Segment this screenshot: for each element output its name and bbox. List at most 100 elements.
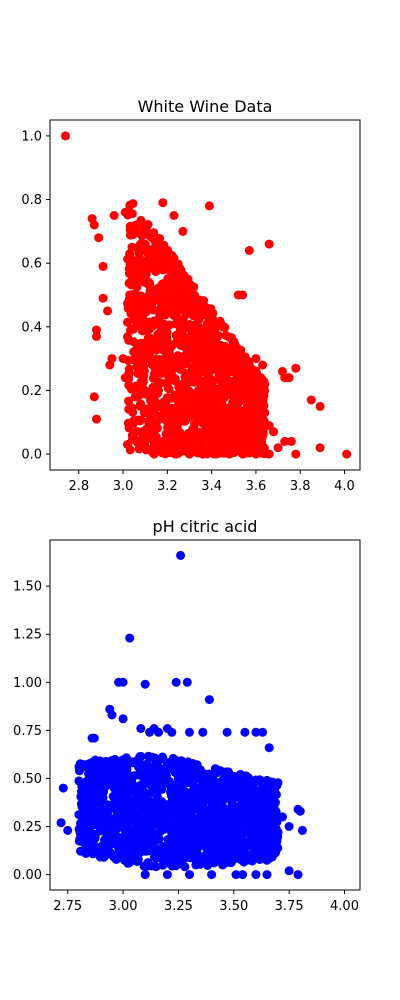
data-point bbox=[92, 798, 102, 808]
data-point bbox=[185, 810, 195, 820]
data-point bbox=[185, 727, 194, 737]
data-point bbox=[170, 376, 180, 386]
data-point bbox=[136, 835, 146, 845]
data-point bbox=[238, 449, 248, 459]
data-point bbox=[284, 373, 294, 383]
data-point bbox=[170, 819, 180, 829]
data-point bbox=[158, 401, 168, 411]
data-point bbox=[185, 870, 194, 880]
data-point bbox=[200, 434, 210, 444]
data-point bbox=[131, 797, 141, 807]
data-point bbox=[258, 360, 268, 370]
data-point bbox=[145, 796, 155, 806]
data-point bbox=[284, 822, 294, 831]
data-point bbox=[251, 413, 261, 423]
data-point bbox=[188, 836, 198, 846]
data-point bbox=[170, 291, 180, 301]
y-tick-label: 0.6 bbox=[21, 257, 42, 272]
data-point bbox=[167, 433, 177, 443]
data-point bbox=[79, 813, 89, 823]
data-point bbox=[174, 792, 184, 802]
data-point bbox=[177, 416, 187, 426]
data-point bbox=[291, 449, 301, 459]
x-tick-label: 3.6 bbox=[246, 479, 267, 494]
data-point bbox=[138, 220, 148, 230]
data-point bbox=[207, 376, 216, 386]
data-point bbox=[207, 870, 217, 880]
data-point bbox=[146, 396, 156, 406]
data-point bbox=[166, 366, 176, 376]
data-point bbox=[255, 822, 265, 831]
data-point bbox=[178, 226, 188, 236]
data-point bbox=[342, 449, 352, 459]
data-point bbox=[61, 131, 70, 141]
x-tick-label: 3.75 bbox=[275, 899, 304, 914]
data-point bbox=[99, 851, 109, 861]
data-point bbox=[224, 767, 233, 777]
data-point bbox=[260, 408, 270, 418]
data-point bbox=[209, 344, 219, 354]
data-point bbox=[173, 352, 183, 362]
data-point bbox=[218, 860, 228, 870]
data-point bbox=[112, 813, 122, 822]
data-point bbox=[267, 804, 276, 814]
data-point bbox=[243, 416, 253, 426]
data-point bbox=[136, 724, 146, 733]
data-point bbox=[178, 810, 188, 819]
data-point bbox=[136, 415, 146, 425]
x-tick-label: 4.00 bbox=[330, 899, 359, 914]
data-point bbox=[198, 727, 208, 737]
data-point bbox=[179, 336, 189, 346]
data-point bbox=[293, 870, 303, 880]
data-point bbox=[206, 441, 216, 451]
data-point bbox=[131, 816, 141, 826]
data-point bbox=[143, 278, 153, 288]
data-point bbox=[77, 789, 87, 798]
data-point bbox=[233, 290, 243, 300]
data-point bbox=[188, 433, 198, 443]
data-point bbox=[107, 710, 117, 720]
data-point bbox=[204, 403, 214, 413]
data-point bbox=[233, 420, 243, 430]
data-point bbox=[264, 743, 274, 753]
data-point bbox=[162, 417, 172, 427]
data-point bbox=[192, 847, 202, 857]
data-point bbox=[149, 370, 159, 379]
x-tick-label: 3.4 bbox=[201, 479, 222, 494]
data-point bbox=[166, 403, 176, 413]
chart-white-wine-data: White Wine Data 2.8 3.0 3.2 3.4 3.6 3.8 4.0 0.0… bbox=[21, 97, 361, 494]
data-point bbox=[160, 850, 170, 860]
x-tick-label: 3.00 bbox=[109, 899, 138, 914]
plot-frame bbox=[49, 119, 361, 471]
data-point bbox=[186, 304, 196, 314]
data-point bbox=[150, 362, 160, 372]
data-point bbox=[177, 859, 186, 869]
data-point bbox=[171, 449, 181, 459]
data-point bbox=[254, 798, 264, 808]
data-point bbox=[133, 369, 143, 378]
data-point bbox=[81, 804, 91, 814]
data-point bbox=[192, 859, 202, 869]
data-point bbox=[171, 258, 180, 268]
data-point bbox=[184, 796, 194, 806]
data-point bbox=[204, 201, 214, 211]
data-point bbox=[95, 791, 105, 801]
data-point bbox=[92, 331, 101, 341]
data-point bbox=[110, 797, 120, 807]
data-point bbox=[201, 785, 211, 795]
data-point bbox=[154, 258, 163, 268]
data-point bbox=[171, 274, 181, 284]
data-point bbox=[63, 825, 73, 835]
data-point bbox=[271, 790, 281, 800]
data-point bbox=[124, 795, 134, 805]
data-point bbox=[232, 816, 242, 826]
data-point bbox=[80, 822, 90, 832]
data-point bbox=[315, 443, 325, 453]
data-point bbox=[143, 858, 153, 868]
data-point bbox=[225, 424, 235, 433]
data-point bbox=[179, 273, 189, 283]
data-point bbox=[247, 831, 256, 841]
data-point bbox=[129, 419, 138, 428]
data-point bbox=[162, 870, 172, 880]
